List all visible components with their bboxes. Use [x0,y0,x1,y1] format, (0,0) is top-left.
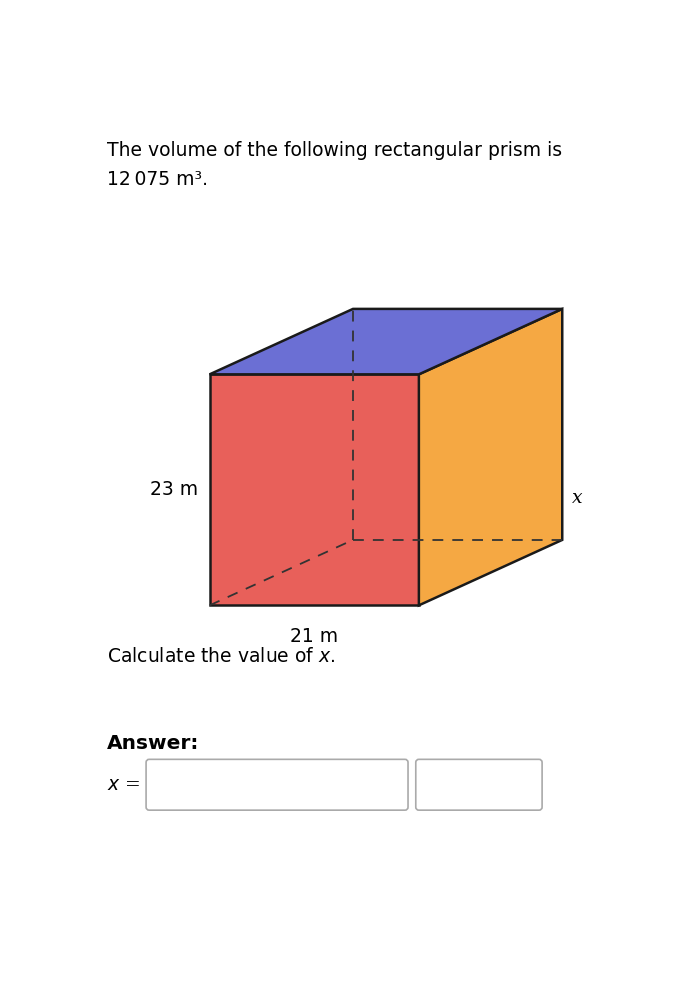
Text: 12 075 m³.: 12 075 m³. [108,169,208,188]
Text: Answer:: Answer: [108,733,200,753]
Text: $x$ =: $x$ = [107,776,140,794]
Polygon shape [419,309,562,605]
Polygon shape [210,375,419,605]
Text: 21 m: 21 m [290,627,338,646]
Text: Calculate the value of $x$.: Calculate the value of $x$. [108,647,336,666]
Text: The volume of the following rectangular prism is: The volume of the following rectangular … [108,141,562,160]
FancyBboxPatch shape [146,760,408,811]
FancyBboxPatch shape [416,760,542,811]
Polygon shape [210,309,562,375]
Text: 23 m: 23 m [150,480,198,499]
Text: x: x [571,489,582,507]
Text: Select  ∨: Select ∨ [434,776,512,794]
